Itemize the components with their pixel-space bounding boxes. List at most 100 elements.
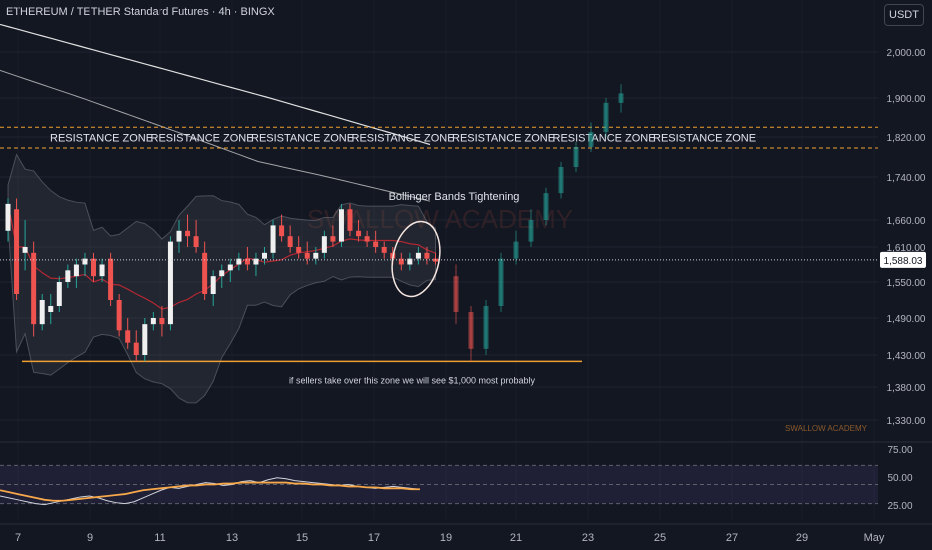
credit-text: SWALLOW ACADEMY [785,424,868,433]
resistance-zone-label: RESISTANCE ZONE [553,133,656,145]
candle-body [150,318,156,325]
candle-body [159,318,165,325]
candle-body [253,258,259,265]
candle-body [338,209,344,242]
annotations: 1,588.03 Bollinger Bands Tightening SWALLO… [0,191,926,433]
forecast-candle-body [618,93,624,103]
candle-body [304,252,310,259]
candle-body [279,225,285,237]
chart-title: ETHEREUM / TETHER Standard Futures · 4h … [6,6,275,18]
candle-body [219,270,225,277]
candle-body [99,264,105,277]
candle-body [202,252,208,294]
current-price-tag [880,251,926,268]
price-tick-label: 1,330.00 [887,416,926,427]
price-tick-label: 1,550.00 [887,278,926,289]
price-tick-label: 1,610.00 [887,243,926,254]
candle-body [125,330,131,343]
candle-body [116,300,122,331]
x-tick-label: 15 [296,532,308,544]
candle-body [373,241,379,247]
candle-body [108,258,114,300]
x-tick-label: 27 [726,532,738,544]
forecast-candle-body [498,258,504,306]
resistance-zone-label: RESISTANCE ZONE [452,133,555,145]
candle-body [244,258,250,265]
x-tick-label: 23 [582,532,594,544]
candle-body [313,252,319,259]
candle-body [407,258,413,265]
price-tick-label: 1,740.00 [887,173,926,184]
x-tick-label: 29 [796,532,808,544]
highlight-circle [391,220,441,298]
candle-body [91,258,96,277]
candle-body [381,247,387,253]
candle-body [347,209,353,231]
price-tick-label: 2,000.00 [887,48,926,59]
x-tick-label: 11 [154,532,165,544]
candle-body [227,264,233,271]
resistance-zone-label: RESISTANCE ZONE [151,133,254,145]
candle-body [398,258,404,265]
candle-body [236,258,242,265]
bollinger-annotation: Bollinger Bands Tightening [389,191,520,203]
forecast-candle-body [483,306,489,349]
forecast-candle-body [588,132,594,147]
candle-body [5,203,11,231]
candle-body [167,241,173,325]
candle-body [356,230,362,237]
candle-body [270,225,276,253]
rsi-band [0,465,878,504]
candle-body [142,324,148,355]
forecast-candle-body [543,193,549,220]
moving-averages [0,23,431,202]
forecast-candle-body [468,312,474,349]
forecast-candle-body [603,102,609,133]
resistance-zone-label: RESISTANCE ZONE [352,133,455,145]
candles [5,84,624,362]
candle-body [31,252,37,325]
x-tick-label: 25 [654,532,666,544]
price-tick-label: 1,430.00 [887,351,926,362]
x-tick-label: May [864,532,885,544]
candle-body [321,236,327,253]
candle-body [73,264,79,277]
current-price-label: 1,588.03 [884,256,923,267]
candle-body [176,230,182,242]
price-tick-label: 1,490.00 [887,314,926,325]
axes: 2,000.00 1,900.00 1,820.00 1,740.00 1,660.00… [0,48,932,544]
candle-body [56,282,62,306]
x-tick-label: 13 [226,532,238,544]
currency-button[interactable]: USDT [884,4,924,26]
price-tick-label: 1,380.00 [887,383,926,394]
resistance-zone-label: RESISTANCE ZONE [50,133,153,145]
support-level: if sellers take over this zone we will s… [22,360,582,385]
support-annotation: if sellers take over this zone we will s… [289,375,536,385]
candle-body [82,258,88,265]
rsi-tick-label: 50.00 [887,473,912,484]
rsi-tick-label: 25.00 [887,501,912,512]
x-tick-label: 17 [368,532,380,544]
forecast-candle-body [513,241,519,259]
rsi-tick-label: 75.00 [887,445,912,456]
candle-body [415,252,421,259]
candle-body [296,247,302,253]
x-tick-label: 7 [15,532,21,544]
x-tick-label: 21 [510,532,522,544]
candle-body [210,276,216,294]
forecast-candle-body [453,276,459,312]
moving-average-200 [0,23,431,146]
forecast-candle-body [528,220,534,242]
price-tick-label: 1,900.00 [887,94,926,105]
x-tick-label: 19 [440,532,452,544]
candle-body [65,270,71,282]
price-tick-label: 1,820.00 [887,133,926,144]
rsi-ma-line [0,481,420,502]
candle-body [287,236,293,247]
forecast-candle-body [558,167,564,194]
moving-average-100 [0,69,431,202]
candle-body [133,342,139,355]
candle-body [185,230,191,237]
